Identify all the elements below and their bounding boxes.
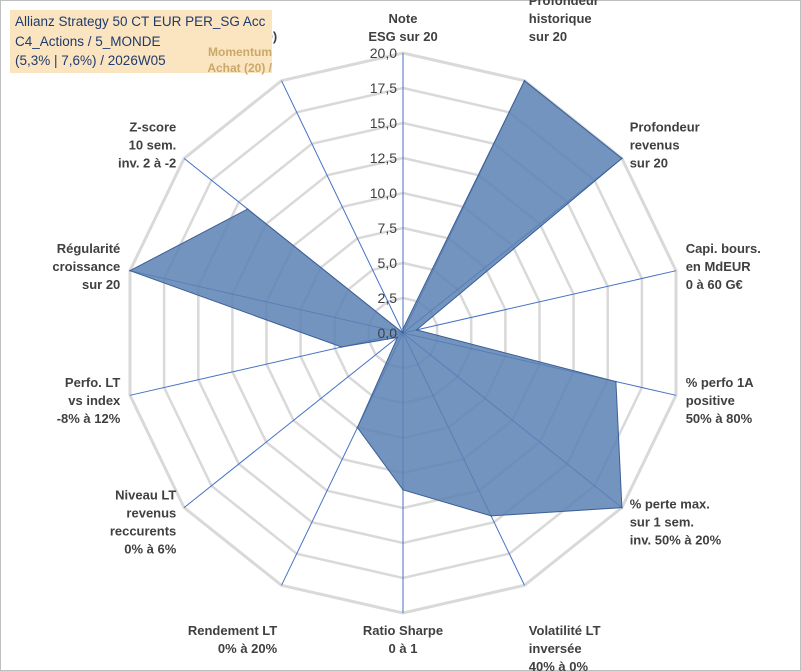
fund-name: Allianz Strategy 50 CT EUR PER_SG Acc bbox=[15, 14, 266, 29]
axis-label-line: Profondeur bbox=[630, 120, 700, 135]
momentum-line2: Achat (20) / bbox=[207, 61, 272, 75]
fund-info-box: Allianz Strategy 50 CT EUR PER_SG Acc C4… bbox=[10, 10, 272, 76]
fund-category: C4_Actions / 5_MONDE bbox=[15, 34, 161, 49]
tick-label: 20,0 bbox=[370, 45, 397, 61]
axis-label-line: Niveau LT bbox=[115, 487, 176, 502]
axis-label-line: 50% à 80% bbox=[686, 411, 753, 426]
axis-label: Capi. bours. en MdEUR 0 à 60 G€ bbox=[686, 241, 761, 292]
axis-label-line: vs index bbox=[68, 393, 121, 408]
axis-label: Profondeur historique sur 20 bbox=[529, 0, 599, 44]
axis-label-line: 10 sem. bbox=[129, 138, 177, 153]
series-point bbox=[129, 269, 131, 272]
axis-label: Ratio Sharpe 0 à 1 bbox=[363, 623, 443, 656]
axis-label-line: Z-score bbox=[129, 120, 176, 135]
axis-label-line: revenus bbox=[126, 505, 176, 520]
series-point bbox=[246, 208, 249, 210]
tick-label: 7,5 bbox=[378, 220, 398, 236]
axis-label-line: -8% à 12% bbox=[57, 411, 121, 426]
axis-label: % perfo 1A positive 50% à 80% bbox=[686, 375, 755, 426]
series-area bbox=[128, 79, 623, 517]
axis-label-line: revenus bbox=[630, 138, 680, 153]
tick-label: 0,0 bbox=[378, 325, 398, 341]
axis-label: Perfo. LT vs index -8% à 12% bbox=[57, 375, 121, 426]
series-point bbox=[396, 336, 399, 339]
axis-label-line: positive bbox=[686, 393, 735, 408]
axis-label-line: 40% à 0% bbox=[529, 659, 589, 671]
series-point bbox=[356, 426, 359, 429]
tick-label: 12,5 bbox=[370, 150, 397, 166]
axis-label-line: ESG sur 20 bbox=[368, 29, 437, 44]
tick-label: 15,0 bbox=[370, 115, 397, 131]
axis-label-line: Volatilité LT bbox=[529, 623, 601, 638]
tick-label: 5,0 bbox=[378, 255, 398, 271]
series-point bbox=[523, 79, 526, 82]
axis-label-line: % perfo 1A bbox=[686, 375, 755, 390]
series-point bbox=[415, 329, 418, 331]
axis-label-line: Note bbox=[389, 11, 418, 26]
axis-label-line: sur 20 bbox=[529, 29, 567, 44]
axis-label-line: inv. 2 à -2 bbox=[118, 156, 176, 171]
radar-series bbox=[128, 79, 623, 517]
momentum-line1: Momentum bbox=[208, 45, 272, 59]
tick-label: 10,0 bbox=[370, 185, 397, 201]
axis-label-line: Capi. bours. bbox=[686, 241, 761, 256]
axis-label: % perte max. sur 1 sem. inv. 50% à 20% bbox=[630, 496, 722, 547]
series-point bbox=[615, 380, 617, 383]
series-point bbox=[621, 157, 623, 160]
axis-label-line: sur 1 sem. bbox=[630, 514, 694, 529]
radial-tick-labels: 0,0 2,5 5,0 7,5 10,0 12,5 15,0 17,5 20,0 bbox=[370, 45, 397, 341]
axis-label-line: historique bbox=[529, 11, 592, 26]
axis-label-line: 0% à 6% bbox=[124, 541, 176, 556]
series-point bbox=[402, 328, 404, 330]
axis-label-line: en MdEUR bbox=[686, 259, 752, 274]
axis-label: Régularité croissance sur 20 bbox=[52, 241, 120, 292]
axis-label-line: croissance bbox=[52, 259, 120, 274]
axis-label-line: Perfo. LT bbox=[65, 375, 120, 390]
axis-label-line: sur 20 bbox=[82, 277, 120, 292]
radar-spoke bbox=[183, 332, 404, 508]
axis-label: Profondeur revenus sur 20 bbox=[630, 120, 700, 171]
tick-label: 17,5 bbox=[370, 80, 397, 96]
series-point bbox=[621, 506, 623, 509]
axis-label-line: inv. 50% à 20% bbox=[630, 532, 722, 547]
series-point bbox=[490, 515, 492, 517]
axis-label-line: inversée bbox=[529, 641, 582, 656]
momentum-label: Momentum Achat (20) / bbox=[192, 44, 272, 76]
axis-label-line: reccurents bbox=[110, 523, 176, 538]
axis-label-line: 0% à 20% bbox=[218, 641, 278, 656]
axis-label-line: Régularité bbox=[57, 241, 121, 256]
axis-label-line: Rendement LT bbox=[188, 623, 277, 638]
axis-label-line: 0 à 60 G€ bbox=[686, 277, 743, 292]
axis-label-line: Ratio Sharpe bbox=[363, 623, 443, 638]
radar-spoke bbox=[281, 80, 404, 334]
axis-label: Note ESG sur 20 bbox=[368, 11, 437, 44]
axis-label-line: Profondeur bbox=[529, 0, 599, 8]
axis-label: Rendement LT 0% à 20% bbox=[188, 623, 278, 656]
tick-label: 2,5 bbox=[378, 290, 398, 306]
fund-stats: (5,3% | 7,6%) / 2026W05 bbox=[15, 53, 166, 68]
radar-spoke bbox=[402, 270, 677, 334]
axis-labels: Note ESG sur 20 Profondeur historique sur 20… bbox=[52, 0, 760, 671]
axis-label: Volatilité LT inversée 40% à 0% bbox=[529, 623, 601, 671]
series-point bbox=[402, 489, 404, 491]
axis-label: Z-score 10 sem. inv. 2 à -2 bbox=[118, 120, 176, 171]
axis-label: Niveau LT revenus reccurents 0% à 6% bbox=[110, 487, 177, 556]
axis-label-line: sur 20 bbox=[630, 156, 668, 171]
series-point bbox=[340, 346, 343, 348]
axis-label-line: % perte max. bbox=[630, 496, 710, 511]
axis-label-line: 0 à 1 bbox=[389, 641, 418, 656]
